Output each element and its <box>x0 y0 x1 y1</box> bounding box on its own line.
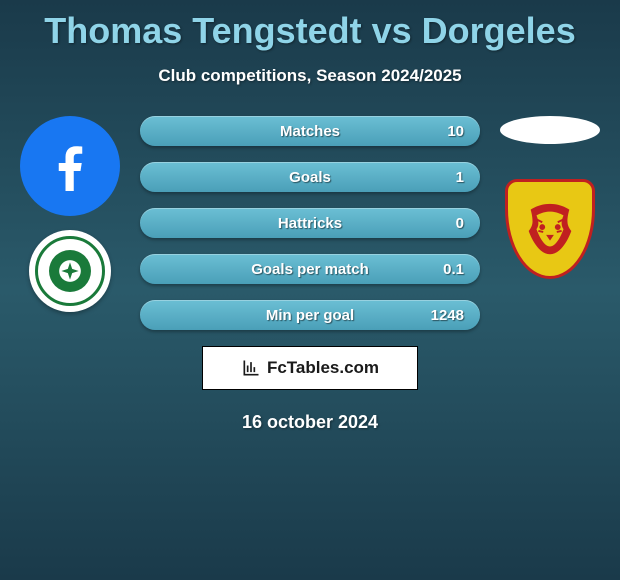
facebook-glyph <box>40 136 100 196</box>
stat-value: 0 <box>456 215 464 232</box>
date-text: 16 october 2024 <box>0 412 620 433</box>
stat-label: Goals per match <box>251 261 369 278</box>
stat-bar-goals-per-match: Goals per match 0.1 <box>140 254 480 284</box>
stat-label: Hattricks <box>278 215 342 232</box>
fcn-badge: ★ <box>505 179 595 289</box>
facebook-icon <box>20 116 120 216</box>
stat-label: Matches <box>280 123 340 140</box>
brand-box: FcTables.com <box>202 346 418 390</box>
brand-text: FcTables.com <box>267 358 379 378</box>
stat-bar-hattricks: Hattricks 0 <box>140 208 480 238</box>
subtitle: Club competitions, Season 2024/2025 <box>0 66 620 86</box>
comparison-content: ★ Matches 10 Goals 1 Hattricks <box>0 116 620 433</box>
viborg-emblem-icon <box>57 258 83 284</box>
fcn-tiger-icon <box>519 198 581 260</box>
stat-label: Goals <box>289 169 331 186</box>
chart-icon <box>241 358 261 378</box>
stat-bar-matches: Matches 10 <box>140 116 480 146</box>
page-title: Thomas Tengstedt vs Dorgeles <box>0 0 620 52</box>
stat-bar-min-per-goal: Min per goal 1248 <box>140 300 480 330</box>
stat-bars: Matches 10 Goals 1 Hattricks 0 Goals per… <box>140 116 480 330</box>
stat-value: 1248 <box>431 307 464 324</box>
player-oval-placeholder <box>500 116 600 144</box>
right-column: ★ <box>500 116 600 289</box>
viborg-badge <box>29 230 111 312</box>
stat-value: 1 <box>456 169 464 186</box>
stat-value: 0.1 <box>443 261 464 278</box>
stat-label: Min per goal <box>266 307 354 324</box>
stat-value: 10 <box>447 123 464 140</box>
stat-bar-goals: Goals 1 <box>140 162 480 192</box>
left-column <box>20 116 120 312</box>
